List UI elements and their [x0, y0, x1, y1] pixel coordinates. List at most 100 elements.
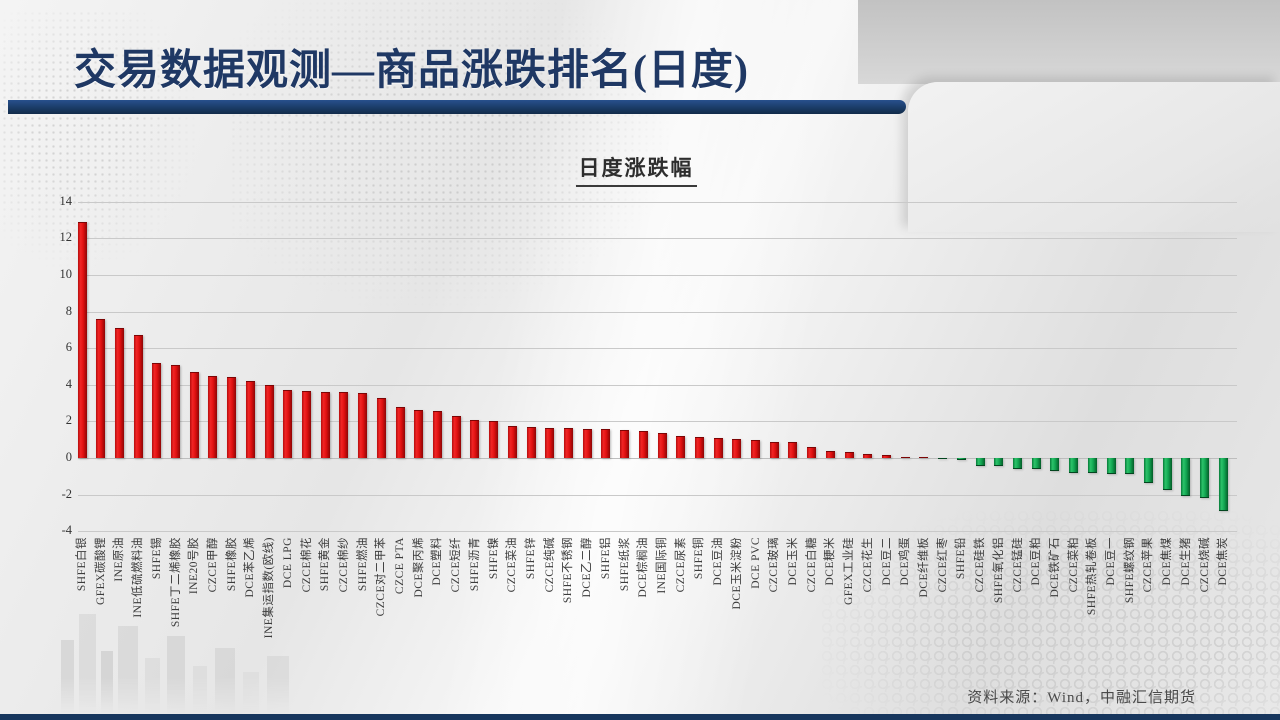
bar-INE20号胶 — [189, 371, 199, 458]
bar-SHFE橡胶 — [227, 377, 237, 458]
x-axis-label: DCE纤维板 — [917, 537, 930, 598]
bar-SHFE白银 — [77, 221, 87, 458]
bar-CZCE白糖 — [807, 447, 817, 458]
y-axis-tick-label: 6 — [65, 340, 72, 355]
x-axis-label: INE原油 — [113, 537, 126, 582]
bar-INE集运指数(欧线) — [264, 384, 274, 458]
y-axis-tick-label: -4 — [61, 523, 72, 538]
source-note: 资料来源：Wind，中融汇信期货 — [967, 690, 1196, 706]
gridline-y-0 — [78, 458, 1237, 459]
bar-CZCE花生 — [863, 454, 873, 458]
y-axis-tick-label: 12 — [59, 230, 73, 245]
y-axis-tick-label: 2 — [65, 413, 72, 428]
bar-DCE鸡蛋 — [900, 456, 910, 458]
bar-SHFE纸浆 — [620, 429, 630, 458]
chart-title: 日度涨跌幅 — [575, 152, 697, 187]
x-axis-label: DCE聚丙烯 — [412, 537, 425, 598]
bar-DCE玉米淀粉 — [732, 438, 742, 458]
bar-DCE豆一 — [1106, 458, 1116, 474]
x-axis-label: DCE豆油 — [712, 537, 725, 586]
gridline-y-8 — [78, 311, 1237, 313]
bar-CZCE玻璃 — [769, 441, 779, 458]
y-axis-tick-label: 14 — [59, 193, 73, 208]
bar-SHFE铅 — [956, 458, 966, 461]
x-axis-label: DCE棕榈油 — [637, 537, 650, 598]
bar-CZCE对二甲苯 — [376, 397, 386, 458]
bar-CZCE苹果 — [1143, 458, 1153, 483]
x-axis-label: SHFE不锈钢 — [562, 537, 575, 604]
x-axis-label: SHFE白银 — [76, 537, 88, 592]
x-axis-label: DCE焦炭 — [1217, 537, 1230, 586]
x-axis-label: CZCE苹果 — [1142, 537, 1155, 593]
chart-title-wrap: 日度涨跌幅 — [0, 152, 1272, 187]
city-skyline-decoration — [55, 596, 485, 714]
title-underline-bar — [8, 100, 906, 114]
bar-SHFE螺纹钢 — [1125, 458, 1135, 475]
bar-GFEX工业硅 — [844, 451, 854, 458]
x-axis-label: SHFE氧化铝 — [992, 537, 1005, 604]
bar-CZCE棉花 — [302, 391, 312, 458]
x-axis-label: CZCE对二甲苯 — [375, 537, 388, 617]
bar-DCE塑料 — [432, 411, 442, 458]
gridline-y-12 — [78, 238, 1237, 240]
x-axis-label: CZCE甲醇 — [206, 537, 219, 593]
x-axis-label: DCE粳米 — [824, 537, 837, 586]
bar-SHFE燃油 — [358, 393, 368, 458]
x-axis-label: DCE生猪 — [1179, 537, 1192, 586]
x-axis-label: DCE鸡蛋 — [899, 537, 912, 586]
x-axis-label: CZCE棉花 — [300, 537, 313, 593]
bar-SHFE镍 — [489, 421, 499, 458]
x-axis-label: DCE乙二醇 — [581, 537, 594, 598]
x-axis-label: SHFE黄金 — [319, 537, 332, 592]
bar-SHFE锌 — [526, 426, 536, 458]
bar-CZCE硅铁 — [975, 458, 985, 466]
bar-SHFE铜 — [694, 436, 704, 458]
bar-DCE焦煤 — [1162, 458, 1172, 491]
x-axis-label: DCE豆二 — [880, 537, 893, 586]
x-axis-label: CZCE硅铁 — [974, 537, 987, 593]
bar-DCE生猪 — [1181, 458, 1191, 496]
bar-DCE豆粕 — [1031, 458, 1041, 469]
x-axis-label: DCE玉米 — [786, 537, 799, 586]
x-axis-label: SHFE沥青 — [468, 537, 481, 592]
x-axis-label: DCE豆粕 — [1030, 537, 1043, 586]
x-axis-label: GFEX碳酸锂 — [94, 537, 107, 606]
bar-CZCE菜粕 — [1069, 458, 1079, 473]
bar-CZCE棉纱 — [339, 392, 349, 458]
x-axis-label: SHFE燃油 — [356, 537, 369, 592]
bar-DCE PVC — [751, 439, 761, 458]
x-axis-label: CZCE尿素 — [674, 537, 687, 593]
x-axis-label: DCE铁矿石 — [1048, 537, 1061, 598]
bar-DCE豆油 — [713, 437, 723, 458]
x-axis-label: SHFE铅 — [955, 537, 968, 580]
bar-SHFE丁二烯橡胶 — [171, 364, 181, 458]
bar-SHFE热轧卷板 — [1087, 458, 1097, 473]
bar-DCE乙二醇 — [582, 428, 592, 458]
x-axis-label: DCE玉米淀粉 — [730, 537, 743, 610]
x-axis-label: SHFE丁二烯橡胶 — [169, 537, 182, 628]
x-axis-label: INE集运指数(欧线) — [263, 537, 276, 639]
x-axis-label: SHFE铝 — [599, 537, 612, 580]
gridline-y-2 — [78, 421, 1237, 423]
gridline-y--2 — [78, 494, 1237, 496]
gridline-y--4 — [78, 531, 1237, 533]
gridline-y-4 — [78, 384, 1237, 386]
y-axis-tick-label: 10 — [59, 267, 73, 281]
x-axis-label: INE低硫燃料油 — [132, 537, 145, 618]
page-title: 交易数据观测—商品涨跌排名(日度) — [74, 48, 749, 94]
bar-DCE棕榈油 — [638, 430, 648, 458]
bar-CZCE菜油 — [507, 425, 517, 458]
gridline-y-10 — [78, 275, 1237, 276]
bar-SHFE沥青 — [470, 420, 480, 458]
x-axis-label: SHFE锡 — [150, 537, 163, 580]
x-axis-label: CZCE白糖 — [805, 537, 818, 593]
bar-CZCE烧碱 — [1200, 458, 1210, 499]
y-axis-tick-label: -2 — [61, 486, 72, 501]
y-axis-tick-label: 4 — [65, 376, 72, 391]
y-axis-tick-label: 8 — [65, 303, 72, 318]
bar-CZCE纯碱 — [545, 427, 555, 458]
bar-GFEX碳酸锂 — [96, 318, 106, 458]
x-axis-label: CZCE菜油 — [506, 537, 519, 593]
bar-DCE粳米 — [825, 450, 835, 458]
